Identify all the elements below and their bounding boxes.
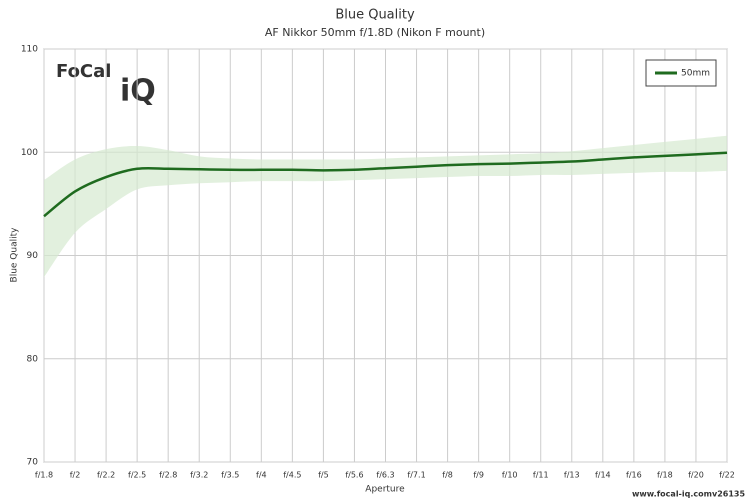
y-tick-label: 110 (21, 45, 38, 55)
footer: www.focal-iq.com (632, 490, 712, 499)
x-tick-label: f/6.3 (376, 471, 394, 480)
x-tick-label: f/13 (564, 471, 580, 480)
x-tick-label: f/2 (70, 471, 81, 480)
x-tick-label: f/3.5 (221, 471, 239, 480)
x-tick-label: f/5 (318, 471, 329, 480)
x-tick-label: f/2.8 (159, 471, 177, 480)
y-axis-title: Blue Quality (10, 227, 20, 283)
chart-title: Blue Quality (335, 8, 415, 23)
x-tick-label: f/14 (595, 471, 611, 480)
x-tick-label: f/8 (442, 471, 453, 480)
logo-text: iQ (120, 74, 156, 109)
logo-text: FoCal (56, 61, 111, 82)
confidence-band (44, 135, 727, 278)
x-tick-label: f/16 (626, 471, 642, 480)
x-tick-label: f/2.5 (128, 471, 146, 480)
x-tick-label: f/7.1 (407, 471, 425, 480)
chart-subtitle: AF Nikkor 50mm f/1.8D (Nikon F mount) (265, 26, 485, 39)
y-tick-label: 100 (21, 148, 38, 158)
x-tick-label: f/2.2 (97, 471, 115, 480)
x-tick-label: f/22 (719, 471, 735, 480)
x-tick-label: f/9 (473, 471, 484, 480)
y-tick-label: 80 (27, 354, 39, 364)
x-tick-label: f/1.8 (35, 471, 53, 480)
x-tick-label: f/11 (533, 471, 549, 480)
version: v26135 (712, 490, 745, 499)
x-tick-label: f/18 (657, 471, 673, 480)
x-tick-label: f/5.6 (345, 471, 363, 480)
y-tick-label: 70 (27, 458, 39, 468)
x-tick-label: f/3.2 (190, 471, 208, 480)
series-line (43, 151, 728, 218)
x-tick-label: f/20 (688, 471, 704, 480)
x-axis-title: Aperture (365, 485, 405, 495)
y-tick-label: 90 (27, 251, 39, 261)
x-tick-label: f/4 (256, 471, 267, 480)
x-tick-label: f/10 (502, 471, 518, 480)
x-tick-label: f/4.5 (283, 471, 301, 480)
legend-label: 50mm (681, 69, 710, 79)
